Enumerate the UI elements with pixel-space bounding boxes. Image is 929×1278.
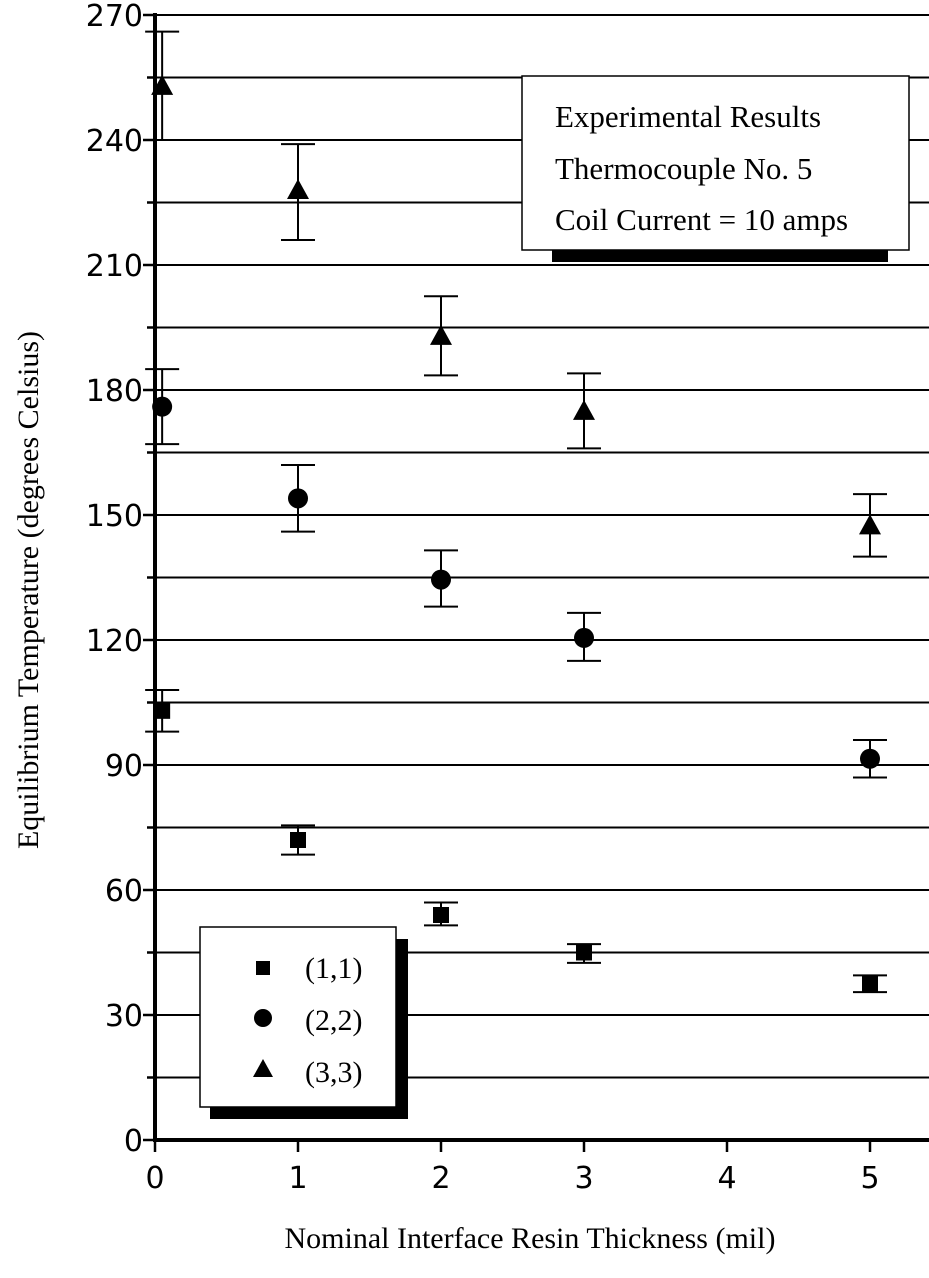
legend-label-2-2: (2,2): [305, 1004, 362, 1037]
legend-circle-icon: [254, 1009, 272, 1027]
y-tick-label: 30: [105, 999, 143, 1034]
legend-label-1-1: (1,1): [305, 952, 362, 985]
legend-shadow-bottom: [210, 1107, 408, 1119]
legend-label-3-3: (3,3): [305, 1056, 362, 1089]
marker-3-3: [859, 514, 881, 535]
marker-2-2: [860, 748, 880, 769]
y-tick-label: 0: [124, 1124, 143, 1159]
y-tick-label: 120: [86, 624, 143, 659]
axis-ticks: [143, 13, 872, 1152]
annotation-box-shadow: [552, 250, 888, 262]
y-tick-label: 210: [86, 249, 143, 284]
y-tick-labels: 0 30 60 90 120 150 180 210 240 270: [86, 0, 143, 1159]
x-tick-labels: 0 1 2 3 4 5: [145, 1161, 879, 1196]
x-tick-label: 1: [288, 1161, 307, 1196]
legend: (1,1) (2,2) (3,3): [199, 926, 408, 1119]
marker-3-3: [573, 399, 595, 420]
y-tick-label: 150: [86, 499, 143, 534]
marker-2-2: [574, 627, 594, 648]
marker-1-1: [576, 944, 592, 961]
y-axis-title: Equilibrium Temperature (degrees Celsius…: [12, 331, 45, 849]
marker-3-3: [151, 74, 174, 95]
x-tick-label: 5: [860, 1161, 879, 1196]
marker-3-3: [287, 179, 309, 199]
data-markers: [151, 74, 881, 992]
marker-1-1: [290, 832, 306, 848]
marker-1-1: [433, 907, 449, 923]
annotation-line-1: Experimental Results: [555, 99, 821, 134]
legend-shadow-right: [396, 939, 408, 1119]
x-tick-label: 4: [717, 1161, 736, 1196]
marker-2-2: [288, 488, 308, 509]
x-axis-title: Nominal Interface Resin Thickness (mil): [285, 1222, 776, 1255]
annotation-line-3: Coil Current = 10 amps: [555, 202, 848, 237]
annotation-line-2: Thermocouple No. 5: [555, 151, 812, 186]
y-tick-label: 60: [105, 874, 143, 909]
x-tick-label: 2: [431, 1161, 450, 1196]
y-tick-label: 90: [105, 749, 143, 784]
annotation-box-frame: [521, 75, 910, 251]
marker-2-2: [431, 569, 451, 590]
legend-square-icon: [256, 961, 270, 975]
marker-3-3: [430, 324, 452, 345]
legend-triangle-icon: [253, 1059, 273, 1077]
marker-1-1: [862, 975, 878, 992]
legend-frame: [199, 926, 397, 1108]
x-tick-label: 3: [574, 1161, 593, 1196]
x-tick-label: 0: [145, 1161, 164, 1196]
y-tick-label: 270: [86, 0, 143, 34]
marker-1-1: [154, 702, 171, 719]
y-tick-label: 240: [86, 124, 143, 159]
y-tick-label: 180: [86, 374, 143, 409]
annotation-box: Experimental Results Thermocouple No. 5 …: [521, 75, 910, 262]
marker-2-2: [152, 396, 173, 417]
